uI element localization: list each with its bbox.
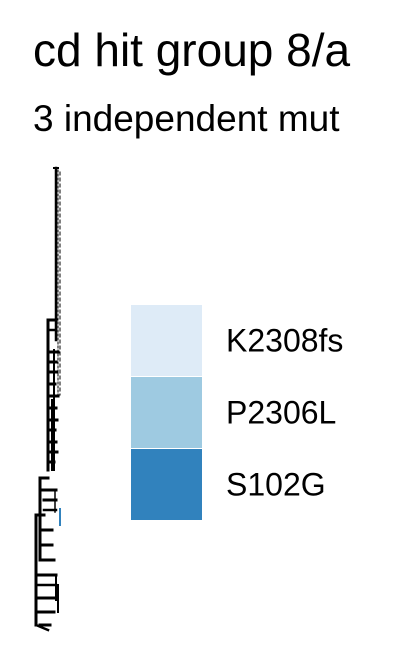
- legend-swatch: [131, 449, 202, 520]
- legend-label: K2308fs: [226, 323, 343, 359]
- chart-subtitle: 3 independent mut: [33, 98, 340, 139]
- tree-branch: [34, 623, 50, 632]
- legend-swatch: [131, 305, 202, 376]
- chart-title: cd hit group 8/a: [33, 24, 351, 76]
- legend-label: S102G: [226, 467, 326, 503]
- legend-label: P2306L: [226, 395, 336, 431]
- legend-swatch: [131, 377, 202, 448]
- tree-tip-marker: [59, 508, 61, 526]
- legend: K2308fs P2306L S102G: [131, 305, 343, 520]
- phylogenetic-tree: [34, 166, 61, 632]
